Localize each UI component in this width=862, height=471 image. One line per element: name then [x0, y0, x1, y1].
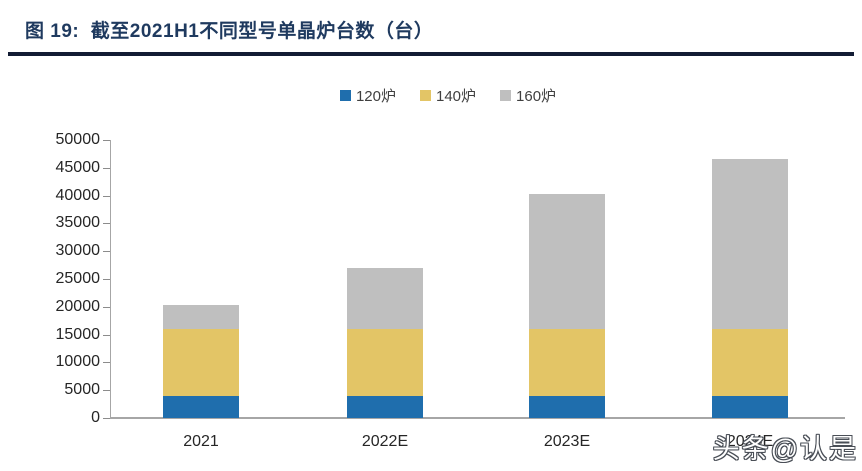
- y-axis-tick: [103, 279, 110, 280]
- legend-swatch: [500, 90, 512, 101]
- bar-segment-2023E-160炉: [529, 193, 605, 330]
- y-axis-tick: [103, 167, 110, 169]
- bar-segment-2024E-160炉: [712, 158, 788, 330]
- legend-label: 140炉: [435, 88, 477, 105]
- y-axis-label: 25000: [55, 270, 101, 287]
- bar-segment-2022E-140炉: [347, 329, 423, 396]
- y-axis-tick: [103, 251, 110, 253]
- y-axis-tick: [103, 140, 110, 141]
- y-axis-label: 30000: [55, 242, 101, 260]
- y-axis-label: 10000: [55, 353, 101, 371]
- y-axis-tick: [103, 223, 110, 225]
- y-axis-label: 5000: [64, 381, 100, 399]
- y-axis-label: 15000: [55, 325, 101, 343]
- y-axis-label: 20000: [55, 297, 101, 315]
- y-axis-label: 50000: [55, 131, 101, 148]
- y-axis-line: [110, 140, 111, 418]
- bar-segment-2022E-160炉: [347, 267, 423, 330]
- legend-swatch: [339, 90, 351, 101]
- bar-segment-2024E-120炉: [712, 395, 788, 418]
- legend-item-160炉: 160炉: [500, 85, 556, 106]
- watermark: 头条@认是: [712, 434, 858, 464]
- x-axis-label-2021: 2021: [183, 433, 219, 450]
- bar-segment-2021-120炉: [163, 395, 239, 418]
- y-axis-tick: [103, 306, 110, 308]
- x-axis-label-2024E: 2024E: [726, 433, 774, 450]
- y-axis-tick: [103, 334, 110, 336]
- bar-segment-2023E-140炉: [529, 329, 605, 396]
- y-axis-tick: [103, 390, 110, 392]
- x-axis-label-2023E: 2023E: [543, 433, 591, 450]
- y-axis-tick: [103, 195, 110, 197]
- x-axis-line: [110, 417, 845, 419]
- figure-title: 图 19: 截至2021H1不同型号单晶炉台数（台）: [25, 21, 434, 42]
- x-axis-label-2022E: 2022E: [361, 433, 409, 450]
- bar-segment-2024E-140炉: [712, 329, 788, 396]
- legend-label: 120炉: [355, 88, 396, 105]
- y-axis-label: 40000: [55, 186, 101, 204]
- bar-segment-2021-140炉: [163, 329, 239, 396]
- bar-segment-2021-160炉: [163, 304, 239, 330]
- legend-swatch: [419, 90, 431, 101]
- y-axis-tick: [103, 418, 110, 419]
- legend-item-140炉: 140炉: [419, 85, 477, 106]
- legend-label: 160炉: [516, 88, 557, 105]
- y-axis-tick: [103, 362, 110, 364]
- bar-segment-2022E-120炉: [347, 395, 423, 418]
- y-axis-label: 45000: [55, 158, 101, 176]
- bar-segment-2023E-120炉: [529, 395, 605, 418]
- y-axis-label: 35000: [55, 214, 101, 232]
- chart-legend: 120炉 140炉 160炉: [0, 85, 862, 106]
- legend-item-120炉: 120炉: [339, 85, 396, 106]
- title-underline: [8, 52, 854, 56]
- y-axis-label: 0: [91, 409, 100, 426]
